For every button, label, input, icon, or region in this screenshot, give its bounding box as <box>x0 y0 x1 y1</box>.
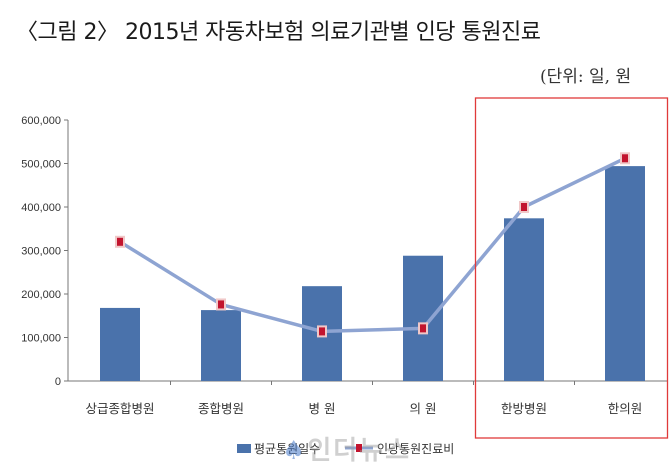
watermark-logo-icon: ♠ <box>282 436 308 466</box>
legend-line-marker <box>356 444 362 452</box>
bar-series <box>100 166 645 381</box>
line-point <box>218 300 224 309</box>
highlight-frame <box>474 97 669 439</box>
line-point <box>521 203 527 211</box>
legend-bar-label: 평균통원일수 <box>254 442 320 456</box>
y-tick-label: 200,000 <box>21 289 61 301</box>
line-point <box>117 237 123 246</box>
y-tick-label: 100,000 <box>21 333 61 345</box>
highlight-box <box>474 97 669 439</box>
bar <box>100 307 140 381</box>
y-tick-label: 600,000 <box>21 115 61 127</box>
category-label: 병 원 <box>309 401 336 416</box>
watermark: ♠인더뉴스 <box>282 430 411 467</box>
x-axis-categories: 상급종합병원 종합병원 병 원 의 원 한방병원 한의원 <box>85 401 642 416</box>
category-label: 의 원 <box>410 401 437 416</box>
unit-label: (단위: 일, 원 <box>540 67 632 87</box>
line-point <box>319 327 325 336</box>
line-point <box>622 154 628 163</box>
bar <box>403 255 443 381</box>
bar <box>201 310 241 381</box>
axes <box>67 120 668 385</box>
y-tick-label: 400,000 <box>21 202 61 214</box>
line-point <box>420 324 426 333</box>
line-series <box>115 152 630 338</box>
category-label: 상급종합병원 <box>85 401 154 416</box>
legend-bar-swatch <box>237 444 251 453</box>
y-tick-label: 0 <box>55 376 61 388</box>
bar <box>504 218 544 381</box>
legend: 평균통원일수 인당통원진료비 <box>237 442 454 456</box>
page-title: 〈그림 2〉 2015년 자동차보험 의료기관별 인당 통원진료 <box>16 20 541 45</box>
legend-line-label: 인당통원진료비 <box>377 442 454 456</box>
bar <box>605 166 645 381</box>
y-tick-label: 500,000 <box>21 159 61 171</box>
category-label: 한방병원 <box>501 401 547 416</box>
y-tick-label: 300,000 <box>21 246 61 258</box>
series-line <box>119 156 626 334</box>
category-label: 한의원 <box>608 401 643 416</box>
watermark-text: 인더뉴스 <box>307 436 411 466</box>
category-label: 종합병원 <box>198 401 244 416</box>
y-axis-ticks: 0 100,000 200,000 300,000 400,000 500,000 600,… <box>21 115 68 388</box>
